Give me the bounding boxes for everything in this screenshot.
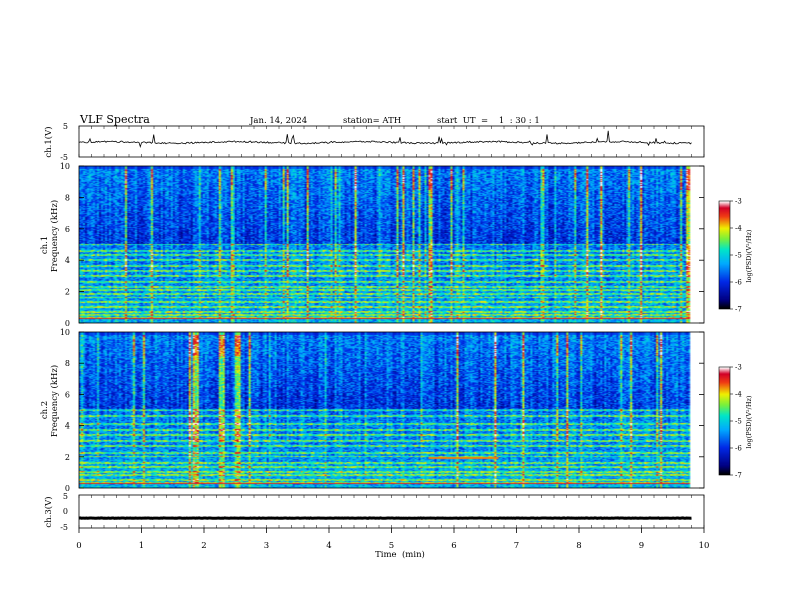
ch1-spectrogram-image xyxy=(79,166,704,323)
time-axis: 0 1 2 3 4 5 6 7 8 9 10 xyxy=(76,126,709,551)
colorbar-tick-label: -7 xyxy=(735,306,742,314)
ch3-wave-ytick-top: 5 xyxy=(63,492,68,501)
colorbar-tick-label: -4 xyxy=(735,225,742,233)
date-label: Jan. 14, 2024 xyxy=(249,116,307,126)
time-tick-label: 2 xyxy=(201,541,206,551)
ch1-wave-ylabel: ch.1(V) xyxy=(43,126,54,157)
time-tick-label: 4 xyxy=(326,541,331,551)
colorbar-tick-label: -7 xyxy=(735,472,742,480)
ch1-waveform-panel: 5 -5 ch.1(V) xyxy=(43,122,705,162)
freq-tick-label: 4 xyxy=(65,422,70,431)
ch3-wave-ytick-bottom: -5 xyxy=(60,523,68,532)
time-tick-label: 9 xyxy=(639,541,644,551)
station-label: station= ATH xyxy=(343,116,401,126)
freq-tick-label: 0 xyxy=(65,484,70,493)
freq-tick-label: 6 xyxy=(65,390,70,399)
ch2-spectrogram-image xyxy=(79,332,704,488)
ch1-freq-ticks: 0 2 4 6 8 10 xyxy=(60,162,704,328)
freq-tick-label: 8 xyxy=(65,193,70,202)
ch1-spectrogram-frame xyxy=(78,165,705,324)
ch1-spec-ylabel-frequency: Frequency (kHz) xyxy=(49,200,60,272)
ch3-wave-ylabel: ch.3(V) xyxy=(43,496,54,527)
colorbar-tick-label: -6 xyxy=(735,279,742,287)
colorbar-tick-label: -3 xyxy=(735,198,742,206)
time-tick-label: 1 xyxy=(139,541,144,551)
freq-tick-label: 2 xyxy=(65,453,70,462)
freq-tick-label: 10 xyxy=(60,328,70,337)
ch3-waveform-panel: 5 0 -5 ch.3(V) xyxy=(43,492,705,532)
ch2-spec-ylabel-channel: ch.2 xyxy=(40,401,50,419)
ch3-wave-ytick-mid: 0 xyxy=(63,507,68,516)
ch2-spectrogram-frame xyxy=(78,331,705,489)
colorbar-tick-label: -6 xyxy=(735,445,742,453)
freq-tick-label: 10 xyxy=(60,162,70,171)
freq-tick-label: 0 xyxy=(65,319,70,328)
time-tick-label: 6 xyxy=(451,541,456,551)
ch2-colorbar-image xyxy=(719,367,730,475)
time-axis-label: Time (min) xyxy=(375,549,425,560)
colorbar-tick-label: -4 xyxy=(735,391,742,399)
ch1-colorbar-ticks: -3 -4 -5 -6 -7 xyxy=(730,198,742,314)
freq-tick-label: 4 xyxy=(65,256,70,265)
ch1-wave-ytick-top: 5 xyxy=(63,122,68,131)
colorbar-tick-label: -3 xyxy=(735,364,742,372)
time-tick-label: 0 xyxy=(76,541,81,551)
freq-tick-label: 6 xyxy=(65,225,70,234)
time-tick-label: 8 xyxy=(576,541,581,551)
time-tick-label: 10 xyxy=(699,541,710,551)
ch2-colorbar-ticks: -3 -4 -5 -6 -7 xyxy=(730,364,742,480)
ch1-spec-ylabel-channel: ch.1 xyxy=(40,236,50,254)
time-tick-label: 3 xyxy=(264,541,269,551)
time-tick-label: 5 xyxy=(389,541,394,551)
colorbar-tick-label: -5 xyxy=(735,252,742,260)
freq-tick-label: 8 xyxy=(65,359,70,368)
freq-tick-label: 2 xyxy=(65,288,70,297)
colorbar-tick-label: -5 xyxy=(735,418,742,426)
ch2-spec-ylabel-frequency: Frequency (kHz) xyxy=(49,365,60,437)
ch3-waveform-frame xyxy=(78,494,705,529)
start-ut-label: start UT = 1 : 30 : 1 xyxy=(437,116,540,126)
ch1-colorbar-label: log(PSD)(V²/Hz) xyxy=(745,229,753,282)
ch2-freq-ticks: 0 2 4 6 8 10 xyxy=(60,328,704,493)
figure-title: VLF Spectra xyxy=(79,113,150,126)
ch1-waveform-frame xyxy=(78,125,705,158)
ch1-waveform-line xyxy=(78,130,692,149)
ch2-colorbar-label: log(PSD)(V²/Hz) xyxy=(745,395,753,448)
ch1-colorbar-image xyxy=(719,201,730,309)
ch1-wave-ytick-bottom: -5 xyxy=(60,153,68,162)
time-tick-label: 7 xyxy=(514,541,519,551)
